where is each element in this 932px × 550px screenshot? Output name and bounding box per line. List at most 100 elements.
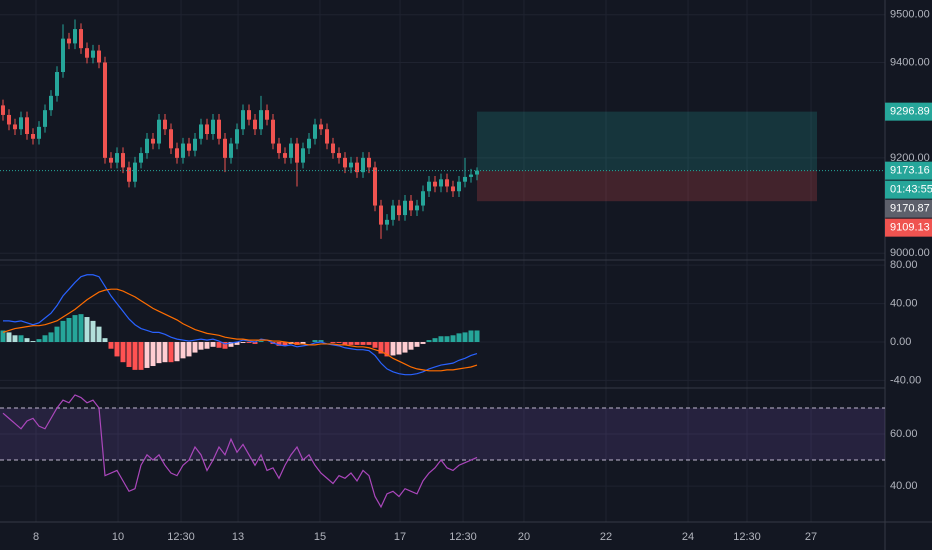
mark-price-label: 9170.87 [890,203,930,215]
histogram-bar [222,342,228,349]
candle-body [337,153,341,158]
stop-price-label: 9109.13 [890,222,930,234]
target-price-label-bg [885,102,932,121]
candle-body [415,205,419,211]
candle-body [109,157,113,163]
candle-body [475,170,479,175]
histogram-bar [462,332,468,343]
candle-body [325,129,329,144]
histogram-bar [138,342,144,370]
candle-body [349,162,353,168]
candle-body [97,50,101,63]
histogram-bar [42,335,48,343]
candle-body [151,138,155,144]
stop-zone [477,170,817,202]
last-price-label-bg [885,161,932,180]
x-tick-label: 10 [112,531,124,543]
stop-price-label-bg [885,218,932,237]
histogram-bar [468,330,474,343]
histogram-bar [300,342,306,344]
countdown-label: 01:43:55 [890,184,932,196]
candle-body [103,62,107,158]
rsi-line [2,394,478,509]
x-tick-label: 12:30 [167,531,195,543]
x-tick-label: 8 [33,531,39,543]
histogram-bar [12,335,18,343]
candle-body [55,72,59,96]
candle-body [307,138,311,149]
candle-body [343,157,347,168]
candle-body [439,179,443,187]
candle-body [25,117,29,135]
histogram-bar [168,342,174,363]
rsi-band [0,407,885,461]
histogram-bar [456,333,462,343]
candle-body [139,153,143,163]
candle-body [397,205,401,216]
candle-body [271,119,275,144]
candle-body [199,124,203,139]
candle-body [133,162,137,182]
candle-body [223,138,227,158]
candle-body [121,153,125,168]
histogram-bar [192,342,198,353]
histogram-bar [336,342,342,343]
candle-body [331,143,335,154]
x-tick-label: 15 [314,531,326,543]
candle-body [91,50,95,58]
candle-body [85,48,89,58]
candle-body [277,143,281,154]
candle-body [253,119,257,130]
histogram-bar [216,342,222,348]
candle-body [37,126,41,139]
candle-body [79,29,83,49]
candle-body [7,114,11,125]
candle-body [379,205,383,225]
histogram-bar [348,342,354,345]
signal-line [2,288,478,372]
last-price-label: 9173.16 [890,165,930,177]
candle-body [427,181,431,192]
histogram-bar [318,340,324,343]
histogram-bar [390,342,396,356]
candle-body [181,143,185,158]
target-zone [477,111,817,171]
candle-body [13,124,17,130]
candle-body [313,124,317,139]
histogram-bar [366,342,372,345]
macd-line [3,274,478,376]
candle-body [169,129,173,149]
histogram-bar [90,320,96,343]
histogram-bar [276,342,282,346]
y-tick-label: 80.00 [890,259,918,271]
candle-body [175,148,179,158]
histogram-bar [66,317,72,343]
histogram-bar [420,342,426,344]
candle-body [61,38,65,73]
candle-body [283,153,287,158]
candle-body [259,110,263,130]
histogram-bar [150,342,156,367]
candle-body [247,110,251,120]
candle-body [403,200,407,216]
candle-body [241,110,245,130]
y-tick-label: 40.00 [890,297,918,309]
countdown-label-bg [885,180,932,199]
histogram-bar [342,342,348,345]
candle-body [361,157,365,173]
histogram-bar [48,332,54,343]
candle-body [373,167,377,206]
candle-body [409,200,413,211]
histogram-bar [108,342,114,349]
candle-body [451,186,455,192]
x-tick-label: 24 [682,531,694,543]
histogram-bar [180,342,186,359]
histogram-bar [450,335,456,343]
candle-body [301,148,305,163]
histogram-bar [120,342,126,363]
candle-body [319,124,323,130]
histogram-bar [246,342,252,343]
candle-body [1,105,5,115]
